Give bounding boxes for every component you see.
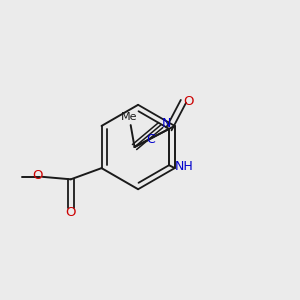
Text: C: C bbox=[146, 133, 155, 146]
Text: O: O bbox=[32, 169, 43, 182]
Text: NH: NH bbox=[175, 160, 194, 173]
Text: N: N bbox=[161, 117, 171, 130]
Text: O: O bbox=[66, 206, 76, 219]
Text: O: O bbox=[184, 95, 194, 108]
Text: Me: Me bbox=[121, 112, 137, 122]
